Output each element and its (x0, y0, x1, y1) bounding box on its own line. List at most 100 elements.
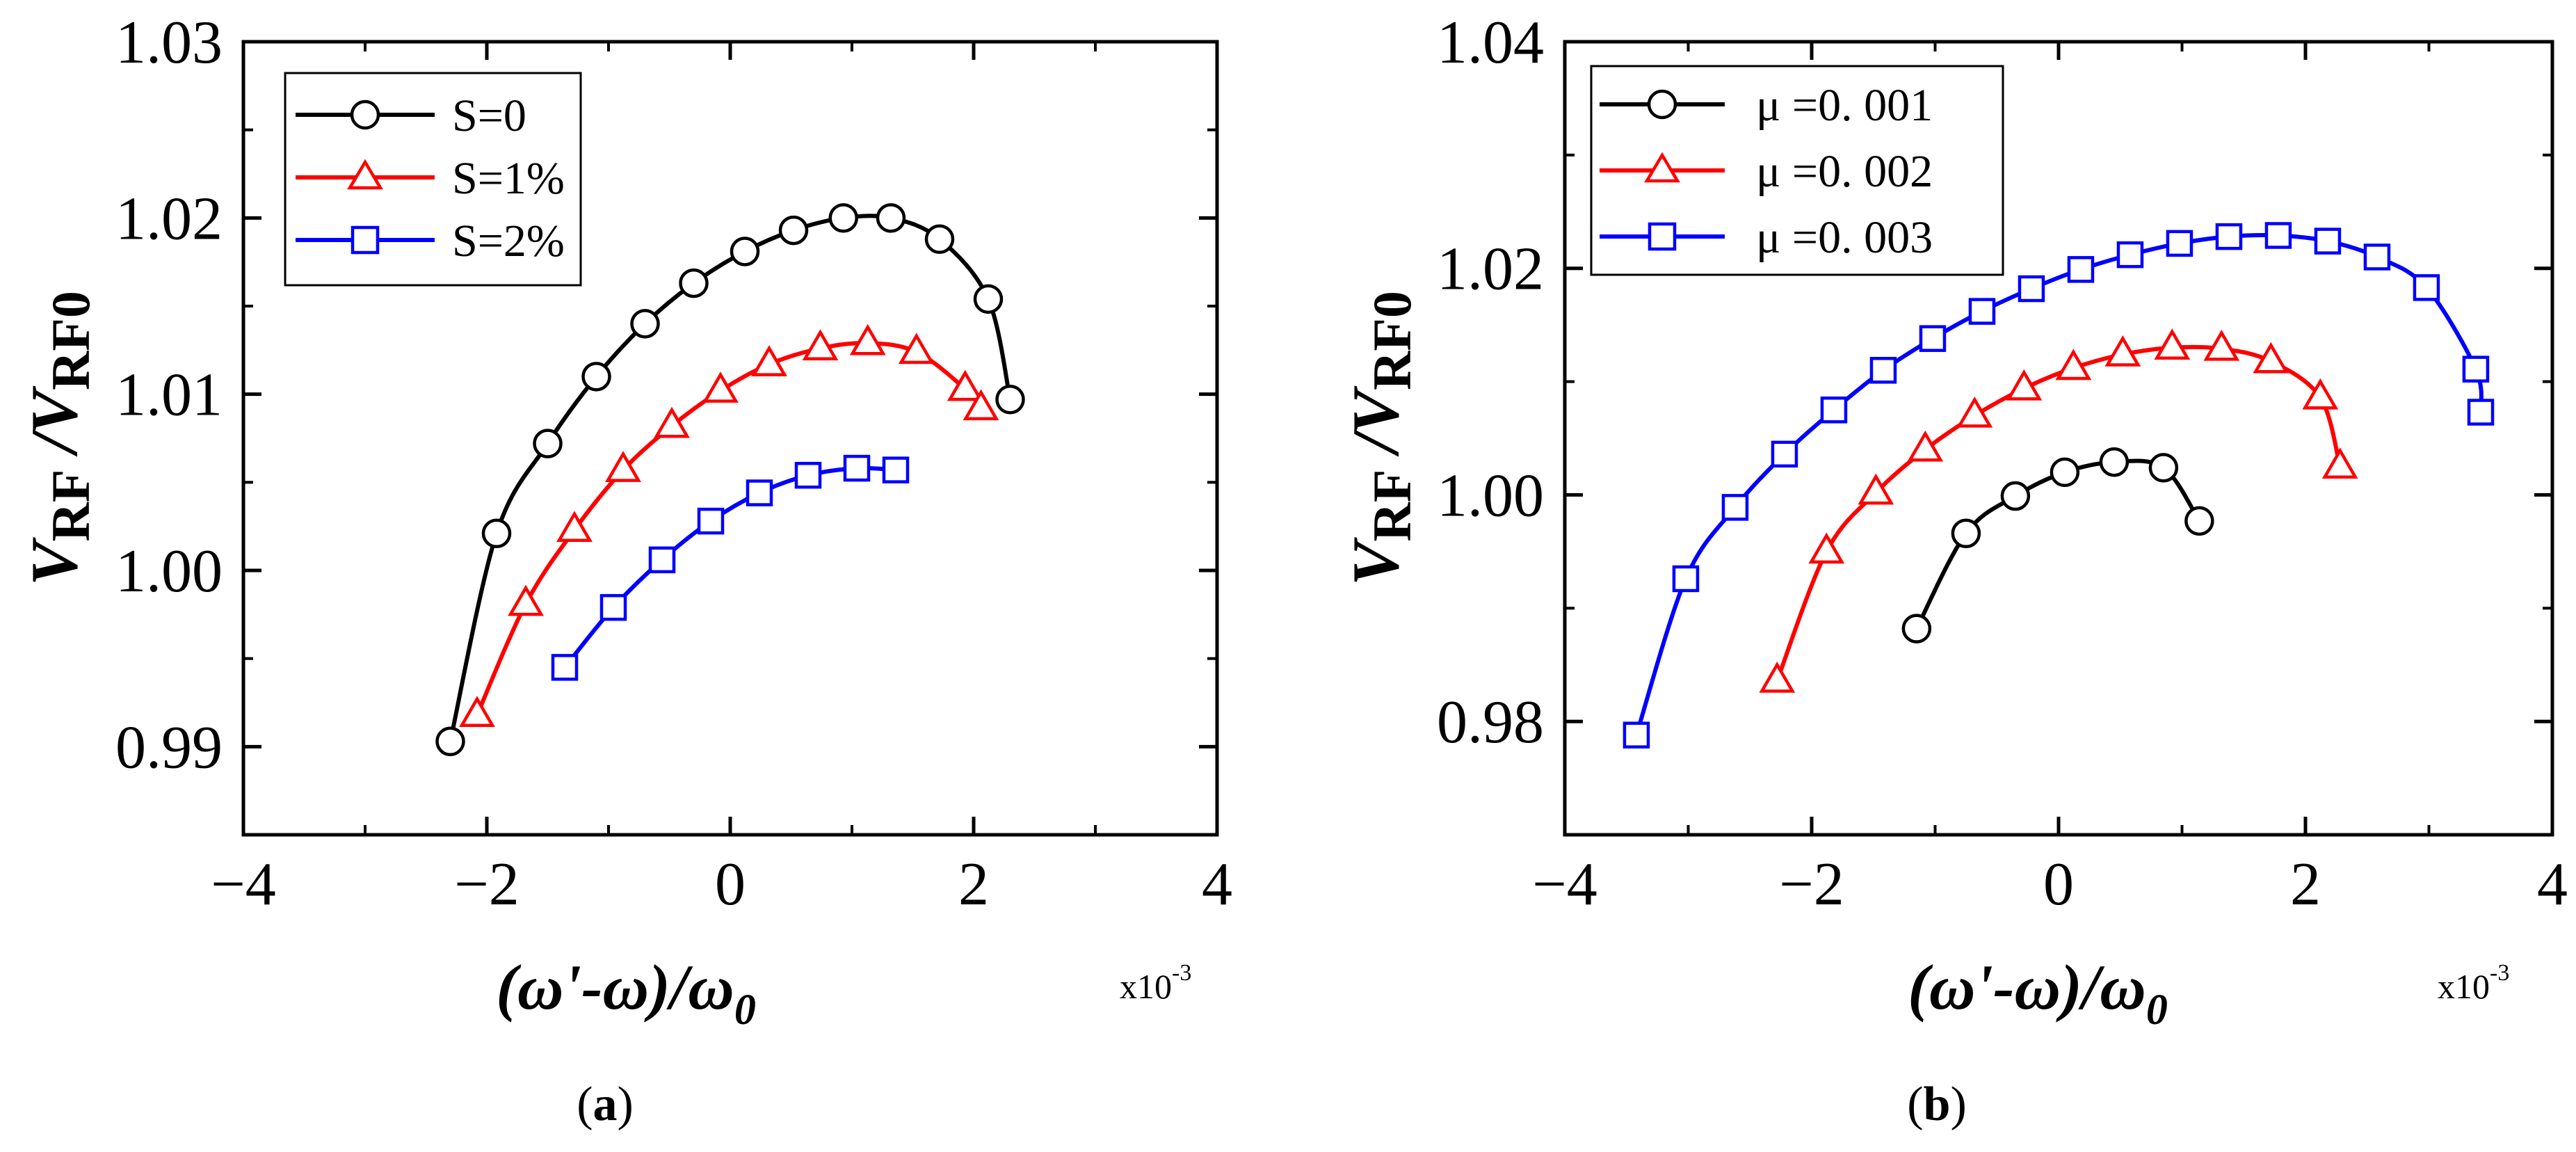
data-point-circle (828, 203, 858, 233)
data-point-square (2467, 399, 2495, 426)
data-point-triangle (605, 451, 641, 482)
data-point-circle (2184, 506, 2214, 536)
data-point-triangle (2006, 369, 2043, 401)
y-tick-label: 1.03 (115, 9, 223, 77)
data-point-square (2413, 274, 2440, 301)
x-axis-title: (ω'-ω)/ω0 (496, 952, 756, 1034)
legend-label-mu3: μ =0. 003 (1756, 212, 1933, 263)
series-line-1 (1775, 344, 2342, 682)
data-point-circle (1901, 614, 1932, 643)
data-point-triangle (556, 511, 593, 542)
x-tick-label: −4 (1532, 851, 1597, 918)
legend: μ =0. 001 μ =0. 002 μ =0. 003 (1590, 65, 2004, 276)
panel-label-b: (b) (1907, 1078, 1967, 1131)
legend-label-s0: S=0 (452, 90, 526, 141)
data-point-triangle (2302, 378, 2339, 410)
series-line-2 (563, 465, 896, 669)
y-axis-title: VRF /VRF0 (1339, 291, 1422, 586)
data-point-circle (995, 385, 1025, 415)
data-point-square (843, 454, 871, 482)
data-point-triangle (2104, 335, 2141, 367)
data-point-circle (876, 203, 906, 233)
panel-label-a: (a) (577, 1078, 634, 1131)
data-point-triangle (2253, 342, 2289, 374)
data-point-square (2166, 230, 2193, 257)
data-point-square (794, 461, 822, 489)
x-tick-label: −4 (211, 851, 276, 918)
data-point-square (1771, 440, 1798, 468)
legend-marker-circle (350, 99, 380, 130)
legend-marker-square (351, 225, 380, 255)
data-point-triangle (2203, 329, 2240, 361)
legend-label-mu1: μ =0. 001 (1756, 80, 1933, 131)
data-point-square (1968, 298, 1996, 325)
legend-marker-square (1648, 222, 1677, 251)
data-point-square (1672, 565, 1700, 593)
data-point-circle (435, 726, 465, 756)
data-point-circle (679, 268, 709, 298)
data-point-square (697, 507, 725, 535)
data-point-triangle (1956, 396, 1993, 428)
data-point-square (2116, 241, 2144, 269)
x-tick-label: 0 (715, 851, 746, 918)
data-point-square (2462, 355, 2490, 383)
data-point-circle (1951, 518, 1981, 549)
data-point-square (551, 654, 579, 681)
data-point-triangle (2321, 447, 2358, 479)
data-point-triangle (1907, 430, 1944, 462)
y-tick-label: 0.99 (115, 714, 223, 781)
data-point-triangle (849, 323, 886, 355)
data-point-square (2314, 227, 2342, 255)
data-point-triangle (702, 371, 739, 403)
y-tick-label: 1.01 (115, 362, 223, 429)
data-point-triangle (898, 333, 935, 365)
data-point-triangle (802, 329, 839, 361)
y-tick-label: 1.00 (1437, 462, 1544, 529)
data-point-square (1623, 721, 1650, 749)
data-point-triangle (2154, 328, 2191, 360)
data-point-square (1820, 397, 1848, 424)
x-tick-label: 4 (1202, 851, 1232, 918)
chart-panel-b: −4 −2 0 2 4 0.98 1.00 1.02 1.04 μ =0. 001 μ =0. … (1339, 9, 2568, 1131)
x-axis-title: (ω'-ω)/ω0 (1908, 952, 2168, 1034)
x-multiplier: x10-3 (1120, 960, 1191, 1006)
y-axis-title: VRF /VRF0 (17, 291, 101, 586)
data-point-triangle (654, 406, 690, 438)
y-tick-label: 1.02 (115, 185, 223, 253)
series-layer (435, 203, 1025, 756)
data-point-square (2067, 256, 2095, 283)
legend-marker-triangle (1644, 152, 1680, 183)
legend-label-s1: S=1% (452, 153, 565, 204)
data-point-triangle (1858, 473, 1894, 505)
y-tick-label: 1.04 (1437, 9, 1544, 77)
data-point-triangle (508, 584, 544, 616)
data-point-triangle (1808, 532, 1845, 564)
data-point-square (2018, 275, 2045, 303)
x-tick-label: 2 (2290, 851, 2321, 918)
legend-label-s2: S=2% (452, 216, 565, 266)
legend-marker-circle (1647, 89, 1677, 120)
data-point-circle (973, 284, 1004, 314)
x-tick-label: 0 (2043, 851, 2074, 918)
data-point-circle (2148, 453, 2179, 483)
x-tick-label: −2 (454, 851, 520, 918)
data-point-circle (730, 237, 760, 266)
data-point-square (648, 546, 676, 574)
data-point-triangle (1759, 662, 1796, 693)
axis-ticks: −4 −2 0 2 4 0.98 1.00 1.02 1.04 (1437, 9, 2568, 918)
y-tick-label: 0.98 (1437, 689, 1544, 756)
data-point-triangle (459, 696, 495, 727)
x-multiplier: x10-3 (2438, 960, 2509, 1006)
x-tick-label: 2 (958, 851, 989, 918)
data-point-circle (2050, 457, 2080, 488)
data-point-circle (533, 429, 563, 458)
y-tick-label: 1.00 (115, 538, 223, 605)
legend: S=0 S=1% S=2% (284, 72, 582, 287)
data-point-circle (581, 362, 611, 392)
data-point-square (746, 479, 773, 506)
chart-panel-a: −4 −2 0 2 4 0.99 1.00 1.01 1.02 1.03 S=0 S=1% S=2… (17, 9, 1232, 1131)
data-point-square (1919, 325, 1947, 352)
data-point-triangle (2055, 349, 2092, 381)
data-point-triangle (963, 389, 999, 421)
